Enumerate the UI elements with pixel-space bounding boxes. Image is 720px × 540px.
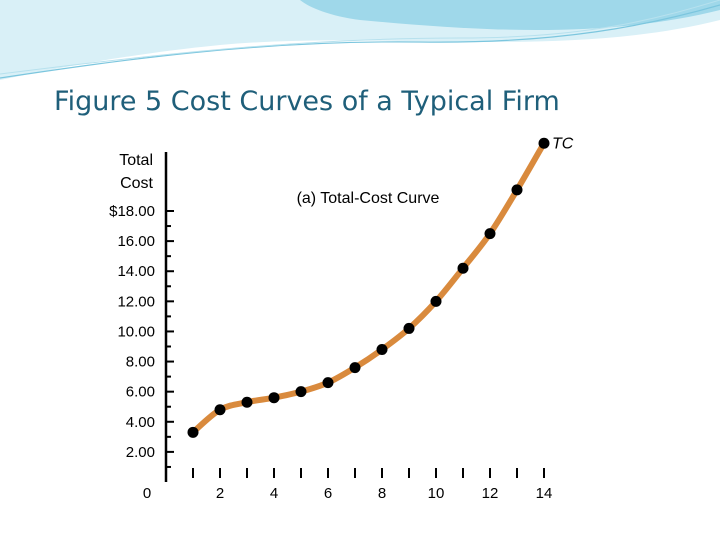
series-label-tc: TC (552, 135, 574, 152)
y-tick-label: 12.00 (117, 293, 155, 310)
y-tick-label: 14.00 (117, 263, 155, 280)
y-axis-label: Cost (120, 175, 153, 192)
tc-curve-line (190, 140, 547, 436)
tc-data-point (241, 396, 253, 408)
x-tick-label: 6 (324, 485, 332, 502)
x-tick-label: 10 (428, 485, 445, 502)
slide-title: Figure 5 Cost Curves of a Typical Firm (54, 86, 560, 117)
y-tick-label: $18.00 (109, 203, 155, 220)
x-tick-label: 4 (270, 485, 278, 502)
tc-data-point (376, 344, 388, 356)
y-tick-label: 8.00 (126, 354, 155, 371)
tc-data-point (430, 295, 442, 307)
slide-header-banner (0, 0, 720, 80)
tc-data-point (484, 228, 496, 240)
x-tick-label: 2 (216, 485, 224, 502)
y-tick-label: 2.00 (126, 444, 155, 461)
x-tick-label: 0 (143, 485, 151, 502)
banner-line (0, 4, 720, 79)
tc-data-point (457, 262, 469, 274)
tc-data-point (349, 362, 361, 374)
tc-data-point (322, 377, 334, 389)
banner-wave-mid (300, 0, 720, 30)
tc-data-point (214, 404, 226, 416)
chart-title: (a) Total-Cost Curve (297, 190, 440, 207)
x-tick-label: 8 (378, 485, 386, 502)
y-tick-label: 4.00 (126, 414, 155, 431)
x-tick-label: 12 (482, 485, 499, 502)
tc-data-point (268, 392, 280, 404)
x-tick-label: 14 (536, 485, 553, 502)
tc-data-point (187, 426, 199, 438)
y-tick-label: 16.00 (117, 233, 155, 250)
tc-data-point (538, 137, 550, 149)
tc-data-point (295, 386, 307, 398)
tc-data-point (403, 322, 415, 334)
tc-data-point (511, 184, 523, 196)
banner-line (0, 0, 720, 75)
y-tick-label: 6.00 (126, 384, 155, 401)
y-tick-label: 10.00 (117, 323, 155, 340)
y-axis-label: Total (119, 152, 153, 169)
